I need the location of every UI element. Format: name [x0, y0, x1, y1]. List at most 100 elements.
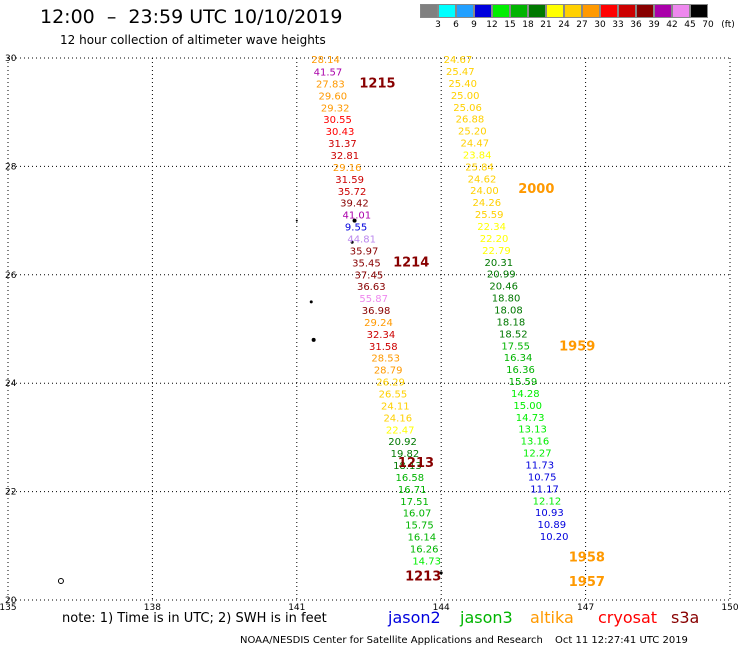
legend-swatch — [582, 4, 600, 18]
legend-label: 6 — [453, 20, 459, 30]
y-tick-label: 20 — [5, 596, 17, 606]
wave-height-label: 22.79 — [482, 246, 511, 257]
legend-label: 27 — [576, 20, 588, 30]
legend-label: 9 — [471, 20, 477, 30]
wave-height-label: 10.20 — [540, 532, 569, 543]
wave-height-label: 17.55 — [501, 341, 530, 352]
satellite-altika: altika — [530, 608, 574, 627]
credit-text: NOAA/NESDIS Center for Satellite Applica… — [240, 635, 543, 646]
wave-height-label: 30.43 — [326, 127, 355, 138]
wave-height-label: 16.07 — [403, 509, 432, 520]
wave-height-label: 17.51 — [400, 497, 429, 508]
legend-swatch — [438, 4, 456, 18]
wave-height-label: 23.84 — [463, 150, 492, 161]
x-tick-label: 138 — [144, 603, 161, 613]
wave-height-label: 36.98 — [362, 306, 391, 317]
wave-height-label: 35.45 — [352, 258, 381, 269]
islands — [57, 218, 443, 585]
wave-height-label: 44.81 — [347, 234, 376, 245]
island — [295, 219, 298, 222]
y-tick-label: 30 — [5, 54, 17, 64]
wave-height-label: 18.52 — [499, 329, 528, 340]
wave-height-label: 25.84 — [465, 162, 494, 173]
wave-height-label: 39.42 — [340, 199, 369, 210]
wave-height-label: 31.58 — [369, 342, 398, 353]
wave-height-label: 35.72 — [338, 187, 367, 198]
legend-label: 18 — [522, 20, 534, 30]
pass-time-label: 1214 — [393, 255, 429, 270]
legend-label: 42 — [666, 20, 678, 30]
island — [352, 218, 357, 223]
wave-height-label: 37.45 — [355, 270, 384, 281]
island — [311, 337, 316, 342]
x-tick-label: 144 — [433, 603, 450, 613]
legend-swatch — [456, 4, 474, 18]
legend-label: 36 — [630, 20, 642, 30]
wave-height-label: 14.73 — [516, 413, 545, 424]
wave-height-label: 24.26 — [472, 198, 501, 209]
satellite-cryosat: cryosat — [598, 608, 658, 627]
legend-swatch — [474, 4, 492, 18]
legend-label: 45 — [684, 20, 696, 30]
island — [350, 240, 354, 244]
wave-height-label: 20.46 — [489, 282, 518, 293]
wave-height-label: 16.71 — [398, 485, 427, 496]
legend-label: (ft) — [721, 20, 735, 30]
wave-height-label: 35.97 — [350, 246, 379, 257]
wave-height-label: 55.87 — [359, 294, 388, 305]
wave-height-label: 28.14 — [311, 55, 340, 66]
legend-swatch — [492, 4, 510, 18]
legend-label: 21 — [540, 20, 552, 30]
legend-swatch — [690, 4, 708, 18]
pass-time-label: 1213 — [405, 570, 441, 585]
y-tick-label: 24 — [5, 379, 17, 389]
wave-height-label: 25.20 — [458, 127, 487, 138]
legend-label: 39 — [648, 20, 660, 30]
color-legend: 3 6 9 12 15 18 21 24 27 30 33 36 39 42 45 70 (ft) — [420, 4, 735, 32]
wave-height-label: 10.89 — [537, 520, 566, 531]
wave-height-label: 12.12 — [533, 496, 562, 507]
legend-label: 33 — [612, 20, 624, 30]
wave-height-label: 15.75 — [405, 521, 434, 532]
wave-height-label: 16.14 — [408, 533, 437, 544]
legend-swatch — [546, 4, 564, 18]
wave-height-label: 27.83 — [316, 79, 345, 90]
wave-height-label: 25.59 — [475, 210, 504, 221]
x-tick-label: 147 — [577, 603, 594, 613]
wave-height-label: 32.34 — [367, 330, 396, 341]
pass-time-label: 1959 — [559, 339, 595, 354]
wave-height-label: 24.47 — [460, 139, 489, 150]
x-tick-label: 150 — [721, 603, 738, 613]
legend-label: 70 — [702, 20, 714, 30]
generated-timestamp: Oct 11 12:27:41 UTC 2019 — [555, 635, 688, 646]
wave-height-label: 13.13 — [518, 425, 547, 436]
wave-height-label: 29.60 — [318, 91, 347, 102]
satellite-s3a: s3a — [671, 608, 700, 627]
wave-height-label: 20.92 — [388, 437, 417, 448]
y-tick-label: 28 — [5, 162, 17, 172]
wave-height-label: 18.18 — [497, 317, 526, 328]
map-title: 12:00 – 23:59 UTC 10/10/2019 — [40, 6, 343, 28]
legend-swatches — [420, 4, 708, 18]
legend-label: 15 — [504, 20, 516, 30]
pass-time-label: 1957 — [569, 575, 605, 590]
wave-height-label: 16.36 — [506, 365, 535, 376]
legend-label: 12 — [486, 20, 498, 30]
island — [309, 300, 313, 304]
wave-height-label: 9.55 — [345, 223, 367, 234]
wave-height-label: 13.16 — [521, 437, 550, 448]
legend-swatch — [510, 4, 528, 18]
wave-height-label: 10.93 — [535, 508, 564, 519]
island — [57, 578, 64, 585]
wave-height-label: 29.32 — [321, 103, 350, 114]
wave-height-points: 28.14 41.5727.8329.6029.3230.5530.4331.37… — [311, 55, 568, 567]
wave-height-label: 41.01 — [343, 211, 372, 222]
wave-height-label: 36.63 — [357, 282, 386, 293]
axis-tick-labels: 135 138 141 144 147 150 20 22 24 26 28 30 — [0, 54, 739, 613]
wave-height-label: 26.55 — [379, 389, 408, 400]
wave-height-label: 25.00 — [451, 91, 480, 102]
legend-label: 30 — [594, 20, 606, 30]
wave-height-label: 20.99 — [487, 270, 516, 281]
footer-note: note: 1) Time is in UTC; 2) SWH is in fe… — [62, 611, 327, 626]
